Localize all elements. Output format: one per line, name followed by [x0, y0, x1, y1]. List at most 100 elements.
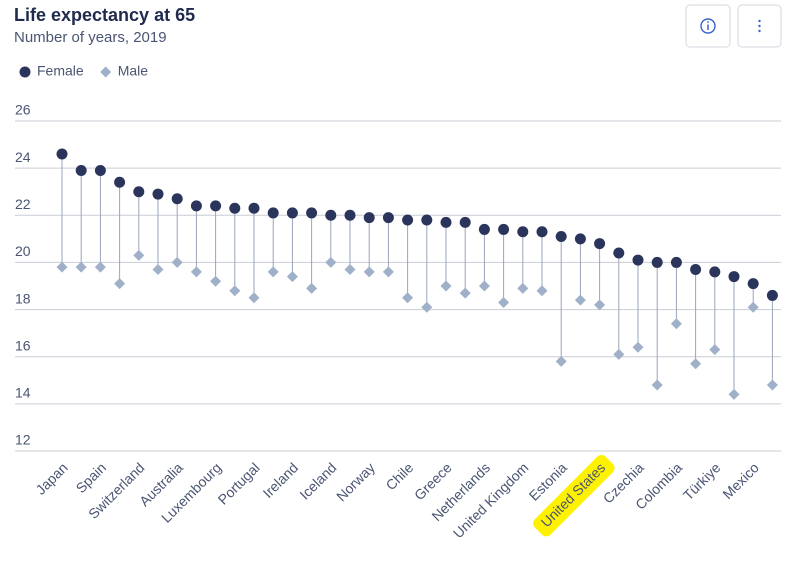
female-marker: [75, 165, 87, 176]
male-marker: [709, 344, 721, 356]
x-tick-label: Mexico: [719, 459, 762, 502]
menu-dot[interactable]: [758, 19, 761, 23]
female-marker: [690, 264, 702, 275]
y-tick-label: 16: [15, 337, 31, 353]
female-marker: [325, 209, 337, 221]
female-marker: [267, 207, 279, 219]
female-marker: [613, 247, 625, 259]
male-marker: [286, 271, 298, 283]
legend-label: Female: [37, 63, 84, 79]
female-marker: [56, 148, 68, 160]
female-marker: [382, 212, 394, 224]
female-marker: [152, 188, 164, 200]
menu-dot[interactable]: [758, 29, 761, 33]
female-marker: [766, 289, 778, 301]
info-icon-dot[interactable]: [707, 21, 709, 23]
male-marker: [56, 261, 68, 273]
male-marker: [555, 355, 567, 367]
male-marker: [94, 261, 106, 273]
male-marker: [133, 249, 145, 261]
female-marker: [709, 266, 721, 278]
x-tick-label: Norway: [333, 459, 378, 504]
male-marker: [440, 280, 452, 292]
male-marker: [171, 256, 183, 268]
female-marker: [306, 207, 318, 219]
chart-title: Life expectancy at 65: [14, 5, 195, 25]
male-marker: [574, 294, 586, 306]
male-marker: [536, 285, 548, 297]
female-marker: [133, 186, 145, 198]
male-marker: [382, 266, 394, 278]
male-marker: [594, 299, 606, 311]
male-marker: [267, 266, 279, 278]
male-marker: [747, 301, 759, 313]
female-marker: [594, 238, 606, 250]
x-tick-label: Ireland: [260, 459, 302, 501]
male-marker: [306, 282, 318, 294]
male-marker: [478, 280, 490, 292]
legend-marker: [100, 66, 112, 78]
male-marker: [344, 264, 356, 275]
female-marker: [574, 233, 586, 245]
y-tick-label: 26: [15, 102, 31, 118]
y-tick-label: 20: [15, 243, 31, 259]
y-tick-label: 22: [15, 196, 31, 212]
female-marker: [498, 223, 510, 235]
info-button[interactable]: [685, 4, 731, 48]
female-marker: [286, 207, 298, 219]
male-marker: [766, 379, 778, 391]
female-marker: [478, 223, 490, 235]
y-tick-label: 18: [15, 290, 31, 306]
legend-marker: [19, 66, 31, 78]
female-marker: [555, 231, 567, 242]
male-marker: [728, 388, 740, 400]
x-tick-label: Spain: [73, 459, 110, 496]
x-tick-label: Chile: [382, 459, 416, 493]
female-marker: [171, 193, 183, 205]
male-marker: [517, 282, 529, 294]
male-marker: [421, 301, 433, 313]
male-marker: [632, 341, 644, 353]
male-marker: [210, 275, 222, 287]
female-marker: [421, 214, 433, 226]
male-marker: [248, 292, 260, 304]
male-marker: [363, 266, 375, 278]
male-marker: [651, 379, 663, 391]
female-marker: [517, 226, 529, 238]
female-marker: [536, 226, 548, 238]
female-marker: [670, 256, 682, 268]
x-tick-label: Iceland: [296, 459, 339, 502]
highlight-mark: [533, 455, 615, 537]
x-tick-label: Türkiye: [680, 459, 724, 503]
menu-button[interactable]: [737, 4, 782, 48]
male-marker: [402, 292, 414, 304]
male-marker: [459, 287, 471, 299]
female-marker: [440, 216, 452, 228]
menu-dot[interactable]: [758, 24, 761, 28]
male-marker: [114, 278, 126, 290]
y-tick-label: 24: [15, 149, 31, 165]
male-marker: [190, 266, 202, 278]
female-marker: [651, 256, 663, 268]
y-tick-label: 14: [15, 385, 31, 401]
female-marker: [363, 212, 375, 224]
female-marker: [632, 254, 644, 266]
y-tick-label: 12: [15, 432, 31, 448]
male-marker: [498, 297, 510, 308]
female-marker: [210, 200, 222, 212]
chart-subtitle: Number of years, 2019: [14, 29, 167, 46]
male-marker: [75, 261, 87, 273]
female-marker: [114, 176, 126, 188]
male-marker: [325, 256, 337, 268]
female-marker: [728, 271, 740, 283]
female-marker: [190, 200, 202, 212]
x-tick-label: Portugal: [215, 459, 263, 507]
female-marker: [402, 214, 414, 226]
male-marker: [152, 264, 164, 275]
info-icon[interactable]: [700, 18, 716, 34]
female-marker: [248, 202, 260, 214]
male-marker: [690, 358, 702, 370]
male-marker: [670, 318, 682, 330]
female-marker: [747, 278, 759, 290]
